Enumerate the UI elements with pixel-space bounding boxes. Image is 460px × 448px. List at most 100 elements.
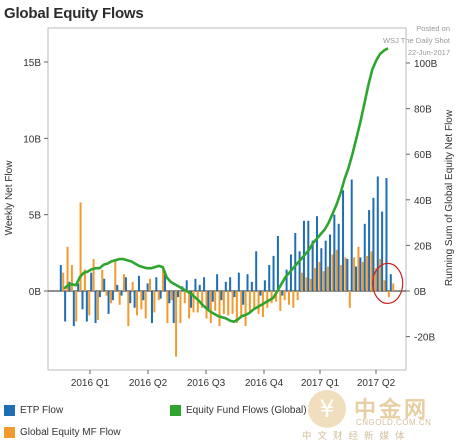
etp-bar [337, 223, 340, 291]
legend-swatch-etp [4, 405, 15, 416]
mf-bar [157, 291, 160, 301]
mf-bar [301, 272, 304, 291]
mf-bar [83, 269, 86, 291]
etp-bar [298, 251, 301, 291]
mf-bar [361, 261, 364, 291]
etp-bar [207, 291, 210, 311]
etp-bar [81, 291, 84, 310]
mf-bar [144, 291, 147, 319]
mf-bar [340, 265, 343, 291]
x-tick-label: 2016 Q1 [71, 378, 110, 389]
etp-bar [98, 291, 101, 298]
etp-bar [324, 240, 327, 291]
x-tick-label: 2016 Q4 [245, 378, 284, 389]
chart-title: Global Equity Flows [4, 5, 144, 22]
mf-bar [105, 291, 108, 296]
highlight-circle [372, 262, 404, 304]
mf-bar [292, 291, 295, 308]
y-tick-label: 5B [29, 211, 42, 222]
mf-bar [348, 291, 351, 308]
mf-bar [244, 291, 247, 327]
mf-bar [327, 266, 330, 291]
mf-bar [131, 281, 134, 291]
etp-bar [242, 291, 245, 305]
etp-bar [129, 291, 132, 304]
etp-bar [342, 190, 345, 291]
y-axis-title: Weekly Net Flow [4, 160, 15, 236]
watermark: ¥ 中金网 CNGOLD.COM.CN 中文财经新媒体 [302, 390, 452, 442]
etp-bar [172, 291, 175, 324]
mf-bar [196, 291, 199, 313]
etp-bar [85, 291, 88, 322]
mf-bar [287, 291, 290, 305]
etp-bar [237, 272, 240, 291]
source-note-line2: WSJ The Daily Shot [383, 36, 450, 45]
etp-bar [164, 274, 167, 291]
etp-bar [185, 280, 188, 291]
x-tick-label: 2017 Q2 [357, 378, 396, 389]
mf-bar [136, 291, 139, 316]
etp-bar [116, 284, 119, 291]
mf-bar [122, 274, 125, 291]
etp-bar [233, 291, 236, 298]
etp-bar [346, 258, 349, 291]
mf-bar [248, 291, 251, 313]
etp-bar [320, 248, 323, 291]
mf-bar [266, 291, 269, 308]
etp-bar [355, 266, 358, 291]
mf-bar [305, 277, 308, 291]
watermark-brand: 中金网 [354, 398, 430, 423]
mf-bar [357, 246, 360, 291]
equity-fund-flow-line [63, 47, 389, 324]
etp-bar [268, 265, 271, 291]
mf-bar [153, 291, 156, 313]
etp-bar [59, 265, 62, 291]
mf-bar [170, 291, 173, 301]
etp-bar [285, 269, 288, 291]
etp-bar [294, 232, 297, 291]
mf-bar [205, 291, 208, 319]
mf-bar [222, 291, 225, 314]
mf-bar [101, 269, 104, 291]
source-note-line3: 22-Jun-2017 [407, 48, 450, 57]
mf-bar [235, 291, 238, 324]
etp-bar [190, 291, 193, 308]
y-tick-label: 0B [29, 287, 42, 298]
mf-bar [162, 269, 165, 291]
mf-bar [374, 268, 377, 291]
etp-bar [250, 281, 253, 291]
x-tick-label: 2017 Q1 [301, 378, 340, 389]
mf-bar [166, 291, 169, 324]
mf-bar [70, 265, 73, 291]
mf-bar [118, 291, 121, 305]
etp-bar [389, 274, 392, 291]
legend-item-etp: ETP Flow [4, 405, 63, 416]
etp-bar [146, 283, 149, 291]
etp-bar [64, 291, 67, 322]
x-tick-label: 2016 Q3 [187, 378, 226, 389]
etp-bar [381, 211, 384, 291]
legend-item-mf: Global Equity MF Flow [4, 427, 121, 438]
etp-bar [142, 291, 145, 301]
legend-label-etp: ETP Flow [20, 405, 64, 416]
mf-bar [257, 291, 260, 314]
y2-tick-label: 100B [414, 59, 438, 70]
etp-bar [77, 283, 80, 291]
plot-border [47, 27, 407, 371]
etp-bar [220, 291, 223, 301]
etp-bar [359, 257, 362, 291]
watermark-tagline: 中文财经新媒体 [302, 431, 411, 442]
mf-bar [149, 278, 152, 291]
legend-swatch-fund [170, 405, 181, 416]
etp-bar [137, 275, 140, 291]
etp-bar [372, 197, 375, 291]
etp-bar [307, 220, 310, 291]
mf-bar [66, 246, 69, 291]
legend-label-fund: Equity Fund Flows (Global) [186, 405, 307, 416]
etp-bar [281, 291, 284, 296]
etp-bar [315, 216, 318, 291]
mf-bar [109, 291, 112, 304]
mf-bar [175, 291, 178, 357]
etp-bar [259, 291, 262, 296]
etp-bar [177, 291, 180, 298]
